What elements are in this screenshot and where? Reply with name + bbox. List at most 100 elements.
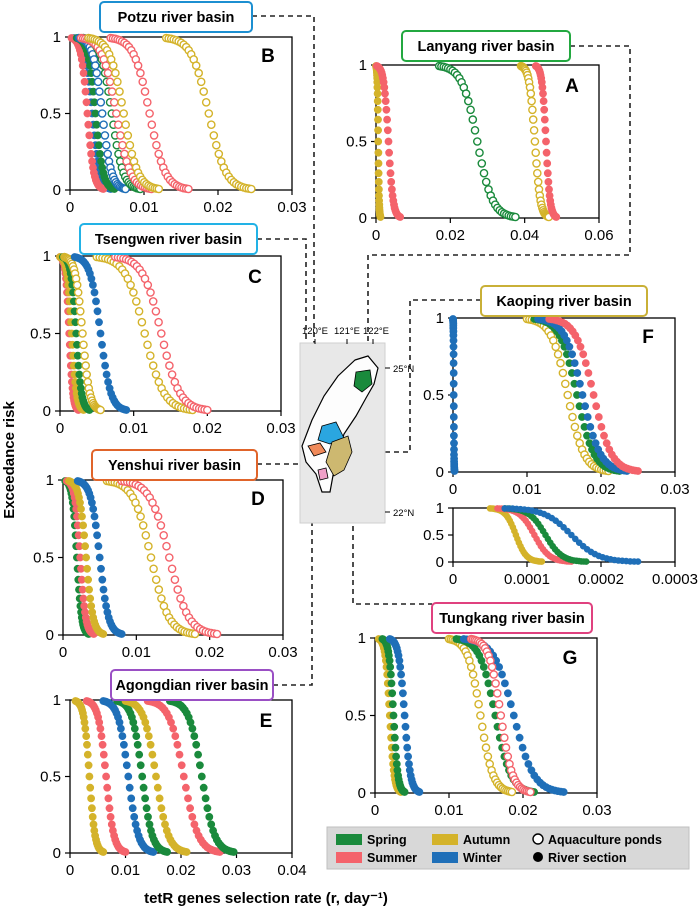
data-point (127, 149, 137, 159)
data-point (449, 379, 458, 388)
data-point (120, 149, 129, 159)
data-point (526, 89, 536, 98)
basin-title: Yenshui river basin (108, 458, 241, 474)
data-point (78, 61, 87, 70)
connector-line (367, 45, 631, 345)
data-point (209, 131, 219, 140)
data-point (489, 670, 499, 679)
data-point (214, 149, 224, 159)
data-point (79, 340, 88, 350)
x-tick-label: 0.03 (277, 199, 306, 216)
x-tick-label: 0.02 (586, 481, 615, 498)
data-point (120, 740, 128, 749)
panel-b: 0 0.5 1 0 0.01 0.02 0.03 B Potzu river basin (40, 1, 307, 216)
series-winter-filled (449, 315, 459, 475)
data-point (83, 109, 92, 118)
data-point (167, 564, 177, 574)
data-point (84, 575, 92, 584)
data-point (392, 752, 400, 761)
data-point (196, 77, 206, 87)
y-tick-label: 1 (43, 248, 51, 265)
data-point (136, 68, 145, 78)
data-point (524, 760, 533, 768)
data-point (141, 794, 149, 803)
data-point (82, 732, 91, 740)
x-tick-label: 0.01 (512, 481, 541, 498)
data-point (102, 370, 111, 379)
data-point (143, 280, 153, 290)
data-point (398, 679, 406, 688)
data-point (133, 504, 143, 514)
panel-letter: F (642, 327, 654, 348)
x-tick-label: 0.03 (660, 481, 689, 498)
data-point (475, 148, 484, 157)
map-coordinate-label: 25°N (393, 364, 414, 375)
data-point (470, 679, 480, 688)
data-point (565, 342, 574, 351)
data-point (503, 689, 512, 698)
data-point (570, 359, 579, 367)
data-point (87, 149, 95, 158)
basin-title: Potzu river basin (118, 10, 235, 26)
data-point (472, 689, 482, 698)
data-point (98, 340, 106, 349)
data-point (148, 750, 157, 759)
data-point (99, 585, 108, 594)
data-point (381, 97, 390, 105)
data-point (156, 329, 166, 338)
data-point (472, 137, 482, 146)
data-point (117, 630, 126, 638)
data-point (134, 306, 144, 316)
series-autumn-open (84, 33, 164, 194)
data-point (483, 752, 493, 761)
data-point (83, 750, 92, 759)
data-point (182, 848, 191, 856)
data-point (570, 422, 580, 432)
data-point (79, 521, 87, 530)
data-point (449, 402, 458, 411)
series-winter-filled (99, 697, 158, 856)
data-point (96, 329, 105, 338)
x-tick-label: 0.02 (508, 802, 537, 819)
data-point (468, 670, 478, 679)
basin-title-box (480, 285, 648, 317)
data-point (385, 159, 394, 168)
data-point (78, 585, 87, 594)
data-point (73, 288, 83, 297)
data-point (373, 97, 382, 105)
data-point (382, 105, 391, 114)
series-autumn-open (516, 61, 554, 222)
data-point (592, 402, 601, 411)
map-coordinate-label: 122°E (363, 326, 389, 337)
panel-letter: D (251, 489, 265, 510)
data-point (143, 340, 152, 350)
data-point (389, 711, 398, 720)
data-point (114, 120, 123, 129)
data-point (201, 98, 211, 107)
data-point (109, 98, 119, 107)
data-point (95, 141, 103, 150)
data-point (184, 184, 193, 194)
data-point (374, 126, 382, 135)
y-tick-label: 1 (436, 310, 444, 327)
data-point (194, 750, 202, 759)
data-point (102, 602, 110, 610)
data-point (102, 140, 111, 150)
x-tick-label: 0.0002 (578, 571, 624, 588)
data-point (533, 177, 543, 187)
data-point (374, 137, 383, 146)
data-point (75, 370, 84, 379)
x-tick-label: 0.01 (434, 802, 463, 819)
data-point (72, 280, 82, 290)
data-point (449, 359, 458, 367)
series-summer-open (111, 252, 212, 415)
data-point (117, 724, 125, 733)
data-point (373, 105, 382, 114)
data-point (125, 140, 135, 150)
data-point (76, 498, 84, 507)
legend-label-autumn: Autumn (463, 833, 510, 847)
data-point (383, 126, 392, 135)
data-point (530, 137, 540, 146)
data-point (121, 750, 130, 759)
data-point (576, 379, 584, 388)
